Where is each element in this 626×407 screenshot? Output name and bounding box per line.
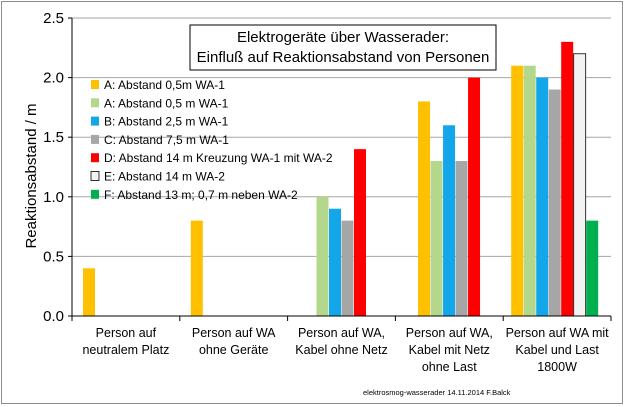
category-label: Kabel ohne Netz [295, 343, 387, 357]
category-labels: Person auf neutralem Platz Person auf WA oh… [82, 326, 609, 374]
y-axis-label: Reaktionsabstand / m [23, 103, 40, 248]
category-label: ohne Geräte [199, 343, 269, 357]
category-label: Person auf WA, [298, 326, 385, 340]
legend-swatch [91, 98, 99, 108]
bars: A: Abstand 0,5m WA-1: 0.4 A: Abstand 0,5m… [83, 41, 599, 317]
category-label: Person auf WA [192, 326, 276, 340]
category-label: ohne Last [422, 360, 477, 374]
legend: A: Abstand 0,5m WA-1 A: Abstand 0,5 m WA-… [90, 78, 333, 202]
bar: C: Abstand 7,5 m WA-1: 1.3 [455, 161, 468, 316]
bar: A: Abstand 0,5m WA-1: 2.1 [511, 65, 524, 317]
legend-swatch [91, 80, 99, 89]
bar: A: Abstand 0,5m WA-1: 1.8 [418, 101, 431, 316]
title-box [189, 24, 497, 71]
bar: F: Abstand 13 m; 0,7 m neben WA-2: 0.8 [586, 220, 599, 316]
bar: A: Abstand 0,5 m WA-1: 1 [316, 196, 329, 316]
bar: B: Abstand 2,5 m WA-1: 1.6 [443, 125, 456, 316]
legend-swatch [91, 116, 99, 126]
category-label: Person auf WA, [406, 326, 493, 340]
bar: E: Abstand 14 m WA-2: 2.2 [573, 53, 587, 317]
y-tick-labels: 0.0 0.5 1.0 1.5 2.0 2.5 [43, 10, 64, 325]
bar: A: Abstand 0,5m WA-1: 0.8 [190, 220, 203, 316]
category-label: Kabel und Last [515, 343, 599, 357]
bar: B: Abstand 2,5 m WA-1: 2 [536, 77, 549, 316]
bar: D: Abstand 14 m Kreuzung WA-1 mit WA-2: … [561, 41, 574, 317]
y-tick-label: 0.0 [43, 308, 64, 325]
bar: B: Abstand 2,5 m WA-1: 0.9 [329, 208, 341, 316]
legend-swatch [91, 153, 99, 163]
y-tick-label: 1.5 [43, 129, 64, 146]
legend-label: C: Abstand 7,5 m WA-1 [104, 133, 229, 147]
legend-label: A: Abstand 0,5 m WA-1 [104, 96, 229, 110]
chart-title: Elektrogeräte über Wasserader: [237, 29, 449, 46]
legend-label: F: Abstand 13 m; 0,7 m neben WA-2 [104, 188, 298, 202]
bar: D: Abstand 14 m Kreuzung WA-1 mit WA-2: … [468, 77, 481, 316]
y-tick-label: 2.5 [43, 10, 64, 27]
y-tick-label: 2.0 [43, 70, 64, 87]
axes [68, 17, 612, 321]
category-label: neutralem Platz [82, 343, 169, 357]
category-label: Person auf [96, 326, 157, 340]
bar: A: Abstand 0,5m WA-1: 0.4 [83, 268, 95, 316]
bar: A: Abstand 0,5 m WA-1: 1.3 [430, 161, 443, 316]
category-label: 1800W [537, 360, 577, 374]
legend-swatch [91, 134, 99, 144]
legend-label: A: Abstand 0,5m WA-1 [104, 78, 225, 92]
chart-subtitle: Einfluß auf Reaktionsabstand von Persone… [197, 49, 490, 66]
legend-label: D: Abstand 14 m Kreuzung WA-1 mit WA-2 [104, 151, 333, 165]
legend-swatch [91, 189, 99, 199]
legend-swatch [90, 171, 100, 181]
y-tick-label: 1.0 [43, 189, 64, 206]
bar: C: Abstand 7,5 m WA-1: 0.8 [341, 220, 354, 316]
bar: C: Abstand 7,5 m WA-1: 1.9 [548, 89, 561, 317]
legend-label: E: Abstand 14 m WA-2 [104, 170, 225, 184]
footer-note: elektrosmog-wasserader 14.11.2014 F.Balc… [363, 388, 511, 397]
category-label: Kabel mit Netz [409, 343, 490, 357]
y-tick-label: 0.5 [43, 248, 64, 265]
bar: D: Abstand 14 m Kreuzung WA-1 mit WA-2: … [354, 149, 366, 316]
bar: A: Abstand 0,5 m WA-1: 2.1 [523, 65, 536, 317]
legend-label: B: Abstand 2,5 m WA-1 [104, 115, 229, 129]
category-label: Person auf WA mit [506, 326, 610, 340]
